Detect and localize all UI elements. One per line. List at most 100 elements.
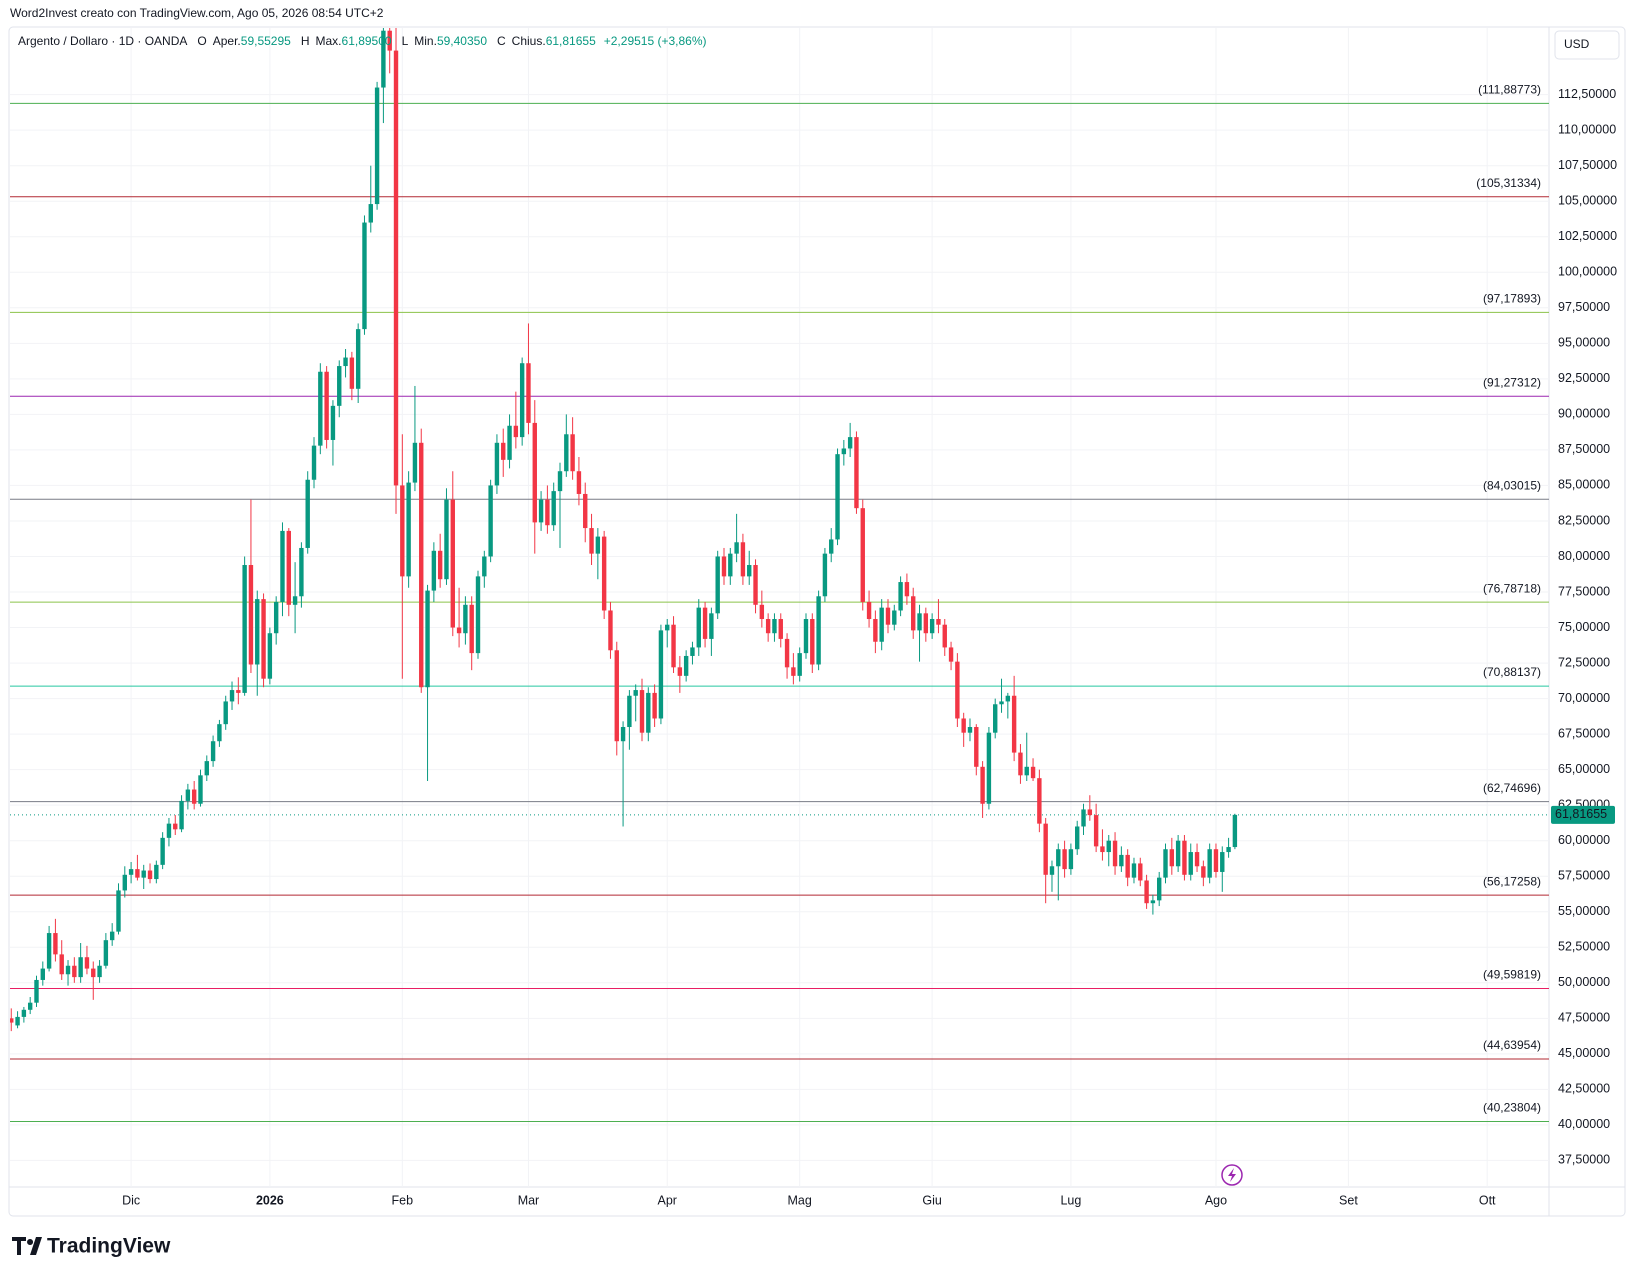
candle-body <box>1138 863 1143 881</box>
currency-button[interactable] <box>1554 30 1620 60</box>
candle-body <box>299 547 304 597</box>
candle-body <box>330 405 336 440</box>
x-tick-label: Mar <box>518 1193 540 1207</box>
level-label: (62,74696) <box>1483 781 1541 795</box>
change: +2,29515 (+3,86%) <box>604 34 707 48</box>
candle-body <box>595 536 601 554</box>
candle-body <box>1220 852 1225 872</box>
candle-body <box>154 864 159 880</box>
ohlc-name: Max. <box>316 34 342 48</box>
candle-body <box>658 630 664 719</box>
candle-body <box>1194 852 1200 867</box>
ohlc-key: O <box>197 34 206 48</box>
candle-body <box>936 619 941 625</box>
candle-body <box>1018 752 1023 776</box>
candle-body <box>128 869 134 875</box>
candle-body <box>72 965 77 978</box>
candle-body <box>1125 854 1130 878</box>
candle-body <box>1024 766 1029 776</box>
candle-body <box>1169 849 1175 867</box>
candle-body <box>1232 814 1238 848</box>
candle-body <box>469 604 474 654</box>
candle-body <box>160 837 165 865</box>
candle-body <box>538 499 544 523</box>
candle-body <box>791 667 796 676</box>
candle-body <box>393 50 399 486</box>
candle-body <box>488 485 493 557</box>
candle-body <box>1005 695 1011 702</box>
candle-body <box>570 434 575 472</box>
candle-body <box>898 582 903 611</box>
y-tick-label: 87,50000 <box>1558 442 1610 456</box>
candle-body <box>463 604 468 634</box>
candle-body <box>993 704 998 733</box>
candle-body <box>198 775 203 804</box>
candle-body <box>652 692 657 719</box>
candle-body <box>1049 866 1055 875</box>
candle-body <box>620 727 626 742</box>
candle-body <box>15 1016 20 1026</box>
candle-body <box>519 363 525 438</box>
currency[interactable]: USD <box>1564 37 1590 51</box>
candle-body <box>765 619 771 634</box>
candle-body <box>627 695 632 728</box>
candle-body <box>1087 809 1093 816</box>
candle-body <box>1150 900 1156 904</box>
candle-body <box>917 613 922 631</box>
candle-body <box>740 542 746 577</box>
candle-body <box>646 692 651 733</box>
candle-body <box>381 30 386 88</box>
candle-body <box>702 607 708 639</box>
y-tick-label: 55,00000 <box>1558 904 1610 918</box>
candle-body <box>191 789 197 804</box>
candle-body <box>400 485 405 577</box>
y-tick-label: 112,50000 <box>1558 87 1616 101</box>
y-tick-label: 110,00000 <box>1558 122 1616 136</box>
candle-body <box>999 701 1004 705</box>
y-tick-label: 97,50000 <box>1558 300 1610 314</box>
labels: 37,50000 40,00000 42,50000 45,00000 47,50000… <box>122 83 1617 1208</box>
candle-body <box>343 357 348 367</box>
candle-body <box>986 732 992 804</box>
candle-body <box>513 425 519 438</box>
candle-body <box>822 553 828 597</box>
candle-body <box>608 610 613 651</box>
level-label: (97,17893) <box>1483 292 1541 306</box>
ohlc-name: Chius. <box>512 34 546 48</box>
x-tick-label: Dic <box>122 1193 140 1207</box>
candle-body <box>873 619 878 642</box>
candle-body <box>671 624 676 668</box>
candle-body <box>1207 849 1212 878</box>
candle-body <box>784 638 790 668</box>
alert-icon[interactable] <box>1221 1164 1243 1186</box>
candles <box>10 28 1238 1032</box>
candle-body <box>10 1018 14 1023</box>
candle-body <box>419 442 424 688</box>
ohlc-value: 61,89500 <box>342 34 392 48</box>
candle-body <box>292 596 298 605</box>
candle-body <box>526 363 531 423</box>
candle-body <box>1075 826 1080 850</box>
ohlc-value: 61,81655 <box>546 34 596 48</box>
candle-body <box>942 624 947 648</box>
y-tick-label: 70,00000 <box>1558 691 1610 705</box>
candle-body <box>1043 823 1048 875</box>
candle-body <box>980 766 985 804</box>
level-label: (111,88773) <box>1478 83 1541 97</box>
candle-body <box>362 222 367 330</box>
level-label: (105,31334) <box>1476 176 1541 190</box>
candle-body <box>860 508 865 602</box>
ohlc-value: 59,40350 <box>437 34 487 48</box>
candle-body <box>261 599 266 679</box>
candle-body <box>305 479 310 548</box>
x-tick-label: Set <box>1339 1193 1358 1207</box>
symbol: Argento / Dollaro · 1D · OANDA <box>18 34 187 48</box>
levels <box>10 102 1549 1123</box>
candle-body <box>1056 849 1061 867</box>
candle-body <box>879 607 884 642</box>
candle-body <box>141 870 146 878</box>
candle-body <box>929 619 935 634</box>
x-tick-label: Mag <box>788 1193 812 1207</box>
y-tick-label: 37,50000 <box>1558 1153 1610 1167</box>
